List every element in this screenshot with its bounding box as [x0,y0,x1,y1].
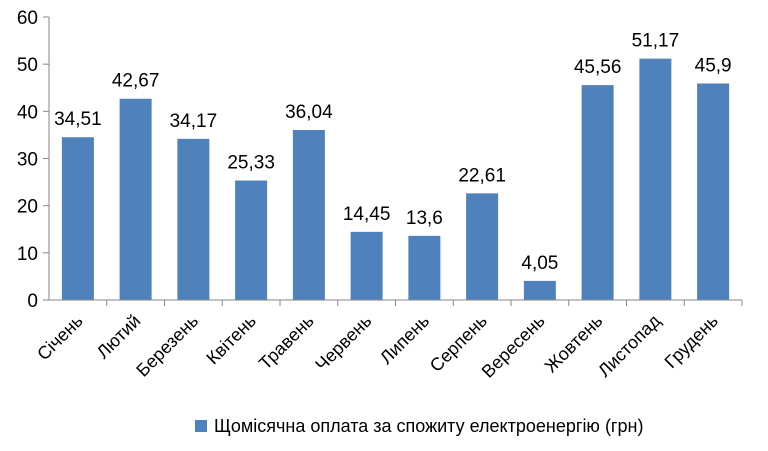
bar [350,231,383,300]
legend-label: Щомісячна оплата за спожиту електроенерг… [214,416,643,436]
x-tick-label: Травень [255,311,318,374]
data-label: 14,45 [343,204,391,225]
bar [466,193,499,300]
legend-swatch [195,420,207,432]
y-tick-label: 10 [17,244,38,265]
y-tick-label: 50 [17,55,38,76]
data-label: 51,17 [632,31,680,52]
data-label: 4,05 [521,253,558,274]
bar [119,98,152,300]
data-label: 45,9 [695,56,732,77]
y-axis: 0 10 20 30 40 50 60 [17,8,50,312]
y-tick-label: 60 [17,8,38,29]
x-tick-label: Січень [33,311,87,365]
x-tick-label: Червень [311,311,375,375]
y-tick-label: 0 [27,291,38,312]
legend: Щомісячна оплата за спожиту електроенерг… [195,416,643,436]
y-tick-label: 30 [17,150,38,171]
data-label: 34,17 [170,111,218,132]
bar [61,137,94,300]
x-tick-label: Березень [132,311,202,381]
x-tick-label: Грудень [661,311,722,372]
bar [697,83,730,300]
bar [292,130,325,300]
data-label: 36,04 [285,102,333,123]
data-label: 42,67 [112,71,160,92]
data-label: 45,56 [574,57,622,78]
data-labels: 34,51 42,67 34,17 25,33 36,04 14,45 13,6 22,61 4… [54,31,732,274]
x-tick-label: Липень [376,311,433,368]
bar [177,138,210,300]
y-tick-label: 20 [17,197,38,218]
bar [523,280,556,300]
bar [408,235,441,300]
data-label: 22,61 [458,165,506,186]
bar [639,58,672,301]
data-label: 13,6 [406,208,443,229]
data-label: 34,51 [54,109,102,130]
x-tick-label: Лютий [93,311,145,363]
x-tick-label: Листопад [594,310,664,380]
data-label: 25,33 [227,153,275,174]
x-tick-label: Вересень [478,311,549,382]
x-tick-label: Квітень [202,311,260,369]
bar [581,85,614,300]
bar [235,180,268,300]
bars [61,58,730,301]
y-tick-label: 40 [17,102,38,123]
